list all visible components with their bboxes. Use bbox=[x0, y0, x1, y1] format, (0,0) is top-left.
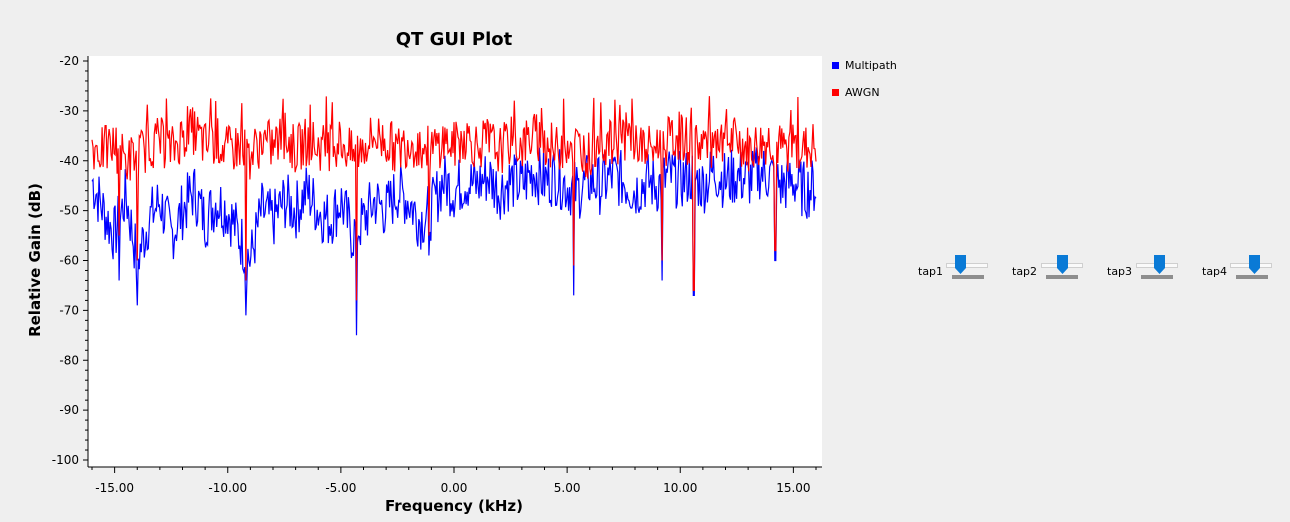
legend-label-multipath: Multipath bbox=[845, 58, 897, 72]
slider-label-tap3: tap3 bbox=[1107, 265, 1133, 278]
slider-handle-tap4[interactable] bbox=[1249, 255, 1260, 274]
y-tick-label: -60 bbox=[59, 254, 79, 268]
plot-canvas[interactable] bbox=[88, 56, 822, 467]
legend-item-multipath[interactable]: Multipath bbox=[832, 58, 897, 72]
slider-label-tap1: tap1 bbox=[918, 265, 944, 278]
x-tick-label: 10.00 bbox=[663, 481, 697, 495]
x-tick-label: 5.00 bbox=[554, 481, 581, 495]
x-axis-label: Frequency (kHz) bbox=[385, 497, 523, 515]
slider-handle-tap3[interactable] bbox=[1154, 255, 1165, 274]
slider-base-tap4 bbox=[1236, 275, 1268, 279]
x-tick-label: -5.00 bbox=[325, 481, 356, 495]
slider-handle-tap1[interactable] bbox=[955, 255, 966, 274]
y-tick-label: -50 bbox=[59, 204, 79, 218]
x-tick-label: -15.00 bbox=[95, 481, 134, 495]
y-tick-label: -100 bbox=[52, 453, 79, 467]
x-tick-label: -10.00 bbox=[208, 481, 247, 495]
slider-base-tap1 bbox=[952, 275, 984, 279]
x-tick-group: -15.00 -10.00 -5.00 0.00 5.00 10.00 15.00 bbox=[91, 467, 817, 495]
plot-title: QT GUI Plot bbox=[396, 29, 513, 50]
series-line-awgn bbox=[91, 96, 817, 301]
y-tick-group: -20 -30 -40 -50 -60 -70 -80 -90 -100 bbox=[52, 54, 88, 467]
slider-label-tap2: tap2 bbox=[1012, 265, 1038, 278]
y-tick-label: -40 bbox=[59, 154, 79, 168]
legend-swatch-multipath bbox=[832, 61, 839, 69]
y-tick-label: -80 bbox=[59, 353, 79, 367]
series-group bbox=[91, 96, 817, 336]
y-tick-label: -70 bbox=[59, 303, 79, 317]
slider-base-tap3 bbox=[1141, 275, 1173, 279]
slider-groove-tap1[interactable] bbox=[946, 263, 988, 268]
legend-item-awgn[interactable]: AWGN bbox=[832, 85, 897, 99]
legend: Multipath AWGN bbox=[832, 58, 897, 112]
slider-label-tap4: tap4 bbox=[1202, 265, 1228, 278]
slider-handle-tap2[interactable] bbox=[1057, 255, 1068, 274]
y-tick-label: -20 bbox=[59, 54, 79, 68]
slider-base-tap2 bbox=[1046, 275, 1078, 279]
x-tick-label: 15.00 bbox=[776, 481, 810, 495]
y-axis-label: Relative Gain (dB) bbox=[26, 183, 44, 337]
y-tick-label: -30 bbox=[59, 104, 79, 118]
x-tick-label: 0.00 bbox=[441, 481, 468, 495]
y-tick-label: -90 bbox=[59, 403, 79, 417]
legend-swatch-awgn bbox=[832, 88, 839, 96]
legend-label-awgn: AWGN bbox=[845, 85, 880, 99]
